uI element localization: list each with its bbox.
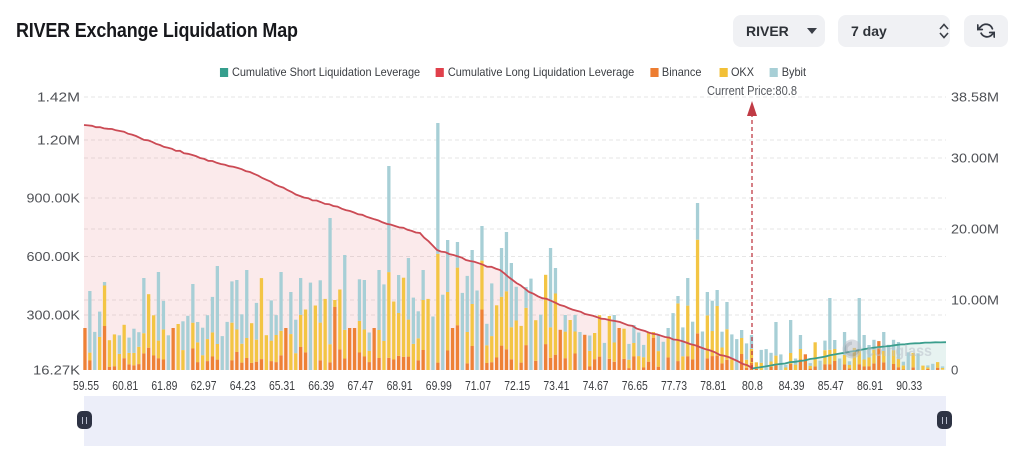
svg-text:86.91: 86.91	[857, 378, 883, 393]
svg-text:66.39: 66.39	[308, 378, 334, 393]
svg-text:65.31: 65.31	[269, 378, 295, 393]
svg-text:90.33: 90.33	[896, 378, 922, 393]
svg-text:72.15: 72.15	[504, 378, 530, 393]
svg-text:10.00M: 10.00M	[951, 293, 999, 308]
svg-text:62.97: 62.97	[191, 378, 217, 393]
svg-text:69.99: 69.99	[426, 378, 452, 393]
svg-text:Current Price:80.8: Current Price:80.8	[707, 84, 797, 98]
svg-text:coinglass: coinglass	[866, 343, 932, 360]
svg-text:61.89: 61.89	[151, 378, 177, 393]
svg-text:73.41: 73.41	[543, 378, 569, 393]
svg-text:78.81: 78.81	[700, 378, 726, 393]
svg-text:0: 0	[951, 363, 958, 378]
svg-text:85.47: 85.47	[818, 378, 844, 393]
svg-text:64.23: 64.23	[230, 378, 256, 393]
svg-text:67.47: 67.47	[347, 378, 373, 393]
svg-text:300.00K: 300.00K	[27, 308, 81, 323]
svg-text:600.00K: 600.00K	[27, 249, 81, 264]
svg-text:77.73: 77.73	[661, 378, 687, 393]
svg-text:30.00M: 30.00M	[951, 151, 999, 166]
svg-text:84.39: 84.39	[779, 378, 805, 393]
svg-text:68.91: 68.91	[387, 378, 413, 393]
svg-text:74.67: 74.67	[583, 378, 609, 393]
svg-text:59.55: 59.55	[73, 378, 99, 393]
svg-text:80.8: 80.8	[742, 378, 763, 393]
svg-text:60.81: 60.81	[112, 378, 138, 393]
svg-text:1.42M: 1.42M	[37, 90, 80, 105]
svg-text:900.00K: 900.00K	[27, 191, 81, 206]
svg-text:20.00M: 20.00M	[951, 222, 999, 237]
svg-text:76.65: 76.65	[622, 378, 648, 393]
svg-text:71.07: 71.07	[465, 378, 491, 393]
svg-text:38.58M: 38.58M	[951, 90, 999, 105]
svg-text:16.27K: 16.27K	[33, 363, 80, 378]
svg-text:1.20M: 1.20M	[37, 133, 80, 148]
